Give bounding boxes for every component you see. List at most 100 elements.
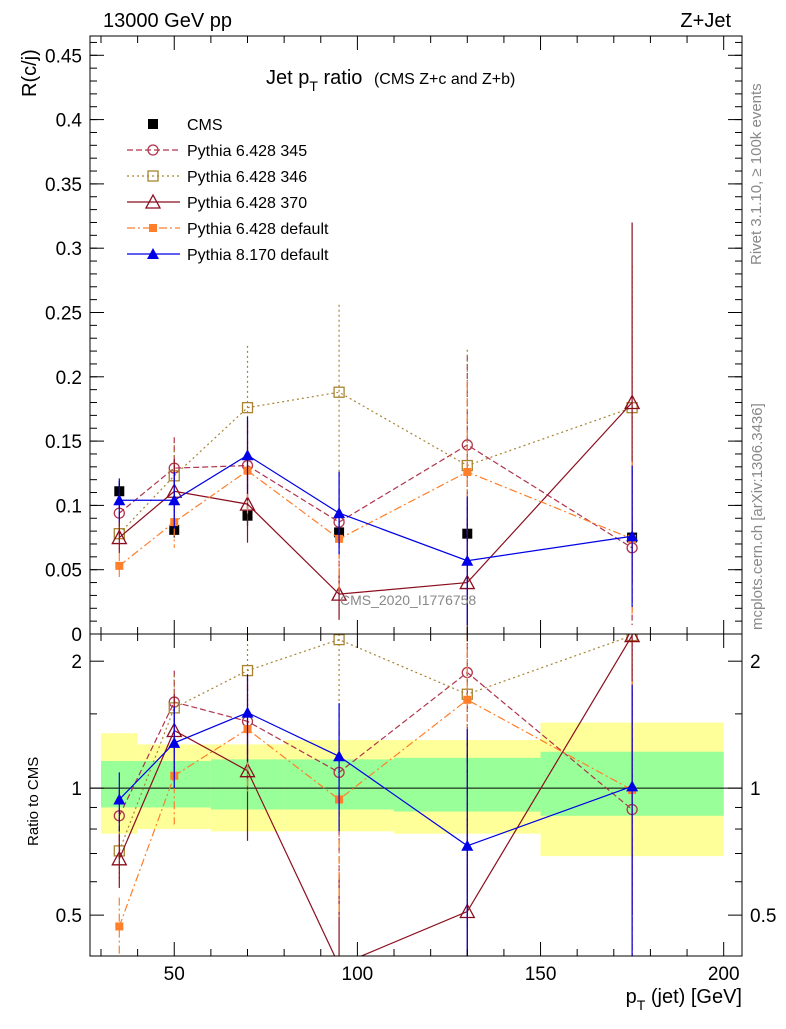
main-point <box>113 494 126 506</box>
legend-entry: Pythia 6.428 370 <box>127 193 307 212</box>
xlabel-tail: (jet) [GeV] <box>645 986 742 1008</box>
ratio-point <box>626 780 639 792</box>
main-point <box>333 507 346 519</box>
legend-marker <box>149 224 157 232</box>
main-line <box>118 469 633 567</box>
main-point <box>168 494 181 506</box>
main-point <box>626 530 639 542</box>
main-series-cms <box>114 480 638 553</box>
ratio-plot-panel: 0.5 0.5 1 1 2 2 50 100 150 200 Ratio to CMS pT (j… <box>25 633 776 1013</box>
process-label: Z+Jet <box>680 10 731 32</box>
main-line <box>119 454 633 562</box>
legend-marker <box>148 119 158 129</box>
main-point <box>333 386 345 398</box>
ratio-point <box>239 762 256 778</box>
main-ytick-label: 0.15 <box>45 432 82 453</box>
ratio-point <box>111 850 128 866</box>
main-ytick-label: 0 <box>71 625 82 646</box>
analysis-id-label: CMS_2020_I1776758 <box>340 592 476 608</box>
main-ytick-label: 0.2 <box>56 368 82 389</box>
xlabel-subscript: T <box>637 997 646 1013</box>
xtick-label: 50 <box>164 964 185 985</box>
ratio-line <box>118 699 633 927</box>
legend-label: Pythia 6.428 345 <box>187 143 307 160</box>
ratio-ytick-label-right: 1 <box>750 779 761 800</box>
ratio-point <box>168 736 181 748</box>
main-ytick-label: 0.25 <box>45 303 82 324</box>
main-point <box>241 402 254 414</box>
xlabel-main: p <box>626 986 637 1008</box>
legend-label: Pythia 6.428 346 <box>187 169 307 186</box>
ratio-line <box>118 712 633 847</box>
ratio-plot-frame <box>89 633 743 957</box>
legend-entry: Pythia 6.428 default <box>127 221 329 238</box>
main-line <box>118 391 633 535</box>
main-point <box>115 561 124 570</box>
main-line <box>118 402 633 595</box>
legend-marker <box>147 248 159 259</box>
beam-label: 13000 GeV pp <box>103 10 232 32</box>
ratio-point <box>333 634 345 646</box>
main-point <box>624 394 641 410</box>
title-subscript: T <box>309 78 318 94</box>
main-ytick-label: 0.1 <box>56 496 82 517</box>
legend-marker <box>147 144 159 156</box>
title-tail: ratio <box>318 67 362 89</box>
ratio-ytick-label: 2 <box>71 652 82 673</box>
main-ytick-label: 0.05 <box>45 561 82 582</box>
ratio-point <box>461 839 474 851</box>
legend-marker <box>144 193 162 209</box>
main-ytick-label: 0.3 <box>56 239 82 260</box>
rivet-label: Rivet 3.1.10, ≥ 100k events <box>748 83 765 265</box>
plot-title: Jet pT ratio (CMS Z+c and Z+b) <box>266 67 515 94</box>
xtick-label: 200 <box>708 964 740 985</box>
legend: CMS Pythia 6.428 345 Pythia 6.428 346 Pythi… <box>127 117 329 264</box>
ratio-point <box>333 750 346 762</box>
legend-label: Pythia 6.428 default <box>187 221 329 238</box>
legend-label: Pythia 8.170 default <box>187 247 329 264</box>
xtick-label: 100 <box>342 964 374 985</box>
main-ytick-label: 0.35 <box>45 175 82 196</box>
main-point <box>241 449 254 461</box>
mcplots-label: mcplots.cern.ch [arXiv:1306.3436] <box>749 403 766 630</box>
main-series-pythia-6-428-370 <box>111 222 641 634</box>
legend-entry: Pythia 8.170 default <box>127 247 329 264</box>
ratio-line <box>118 635 633 852</box>
main-point <box>461 554 474 566</box>
ratio-line <box>118 671 633 817</box>
ratio-point <box>241 706 254 718</box>
xlabel: pT (jet) [GeV] <box>626 986 742 1013</box>
ratio-point <box>113 793 126 805</box>
main-ytick-label: 0.4 <box>56 111 83 132</box>
main-point <box>330 585 348 601</box>
title-paren: (CMS Z+c and Z+b) <box>374 71 515 88</box>
legend-label: Pythia 6.428 370 <box>187 195 307 212</box>
main-series-pythia-8-170-default <box>113 416 639 625</box>
ratio-point <box>463 695 472 704</box>
ratio-ytick-label-right: 0.5 <box>750 906 776 927</box>
ratio-point <box>624 634 641 643</box>
main-plot-panel: 0 0.05 0.1 0.15 0.2 0.25 0.3 0.35 0.4 0.45 R(c/j)… <box>19 35 743 646</box>
legend-entry: Pythia 6.428 346 <box>127 169 307 186</box>
main-line <box>118 444 633 549</box>
main-series-pythia-6-428-345 <box>113 354 638 625</box>
main-ylabel: R(c/j) <box>19 49 41 97</box>
main-series-pythia-6-428-346 <box>113 266 638 582</box>
ratio-ytick-label-right: 2 <box>750 652 761 673</box>
main-point <box>111 529 128 545</box>
ratio-ylabel: Ratio to CMS <box>25 757 42 846</box>
xtick-label: 150 <box>525 964 557 985</box>
ratio-ytick-label: 1 <box>71 779 82 800</box>
main-ytick-label: 0.45 <box>45 46 82 67</box>
legend-marker <box>147 170 159 182</box>
ratio-point <box>115 922 124 931</box>
legend-entry: Pythia 6.428 345 <box>127 143 307 160</box>
main-point <box>463 467 472 476</box>
title-main: Jet p <box>266 67 309 89</box>
ratio-series-pythia-8-170-default <box>113 674 639 956</box>
legend-label: CMS <box>187 117 223 134</box>
main-series-pythia-6-428-default <box>115 381 637 616</box>
legend-entry: CMS <box>148 117 223 134</box>
ratio-ytick-label: 0.5 <box>56 906 82 927</box>
